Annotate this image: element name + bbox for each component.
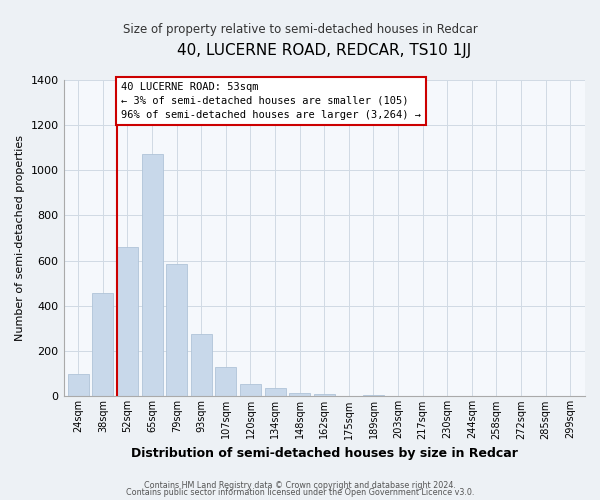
X-axis label: Distribution of semi-detached houses by size in Redcar: Distribution of semi-detached houses by … — [131, 447, 518, 460]
Bar — [314, 394, 335, 396]
Bar — [191, 334, 212, 396]
Bar — [117, 247, 138, 396]
Title: 40, LUCERNE ROAD, REDCAR, TS10 1JJ: 40, LUCERNE ROAD, REDCAR, TS10 1JJ — [177, 42, 472, 58]
Text: Contains public sector information licensed under the Open Government Licence v3: Contains public sector information licen… — [126, 488, 474, 497]
Bar — [68, 374, 89, 396]
Bar — [215, 367, 236, 396]
Bar — [92, 294, 113, 397]
Y-axis label: Number of semi-detached properties: Number of semi-detached properties — [15, 135, 25, 341]
Bar — [166, 264, 187, 396]
Bar — [142, 154, 163, 396]
Bar — [240, 384, 261, 396]
Text: Contains HM Land Registry data © Crown copyright and database right 2024.: Contains HM Land Registry data © Crown c… — [144, 480, 456, 490]
Text: 40 LUCERNE ROAD: 53sqm
← 3% of semi-detached houses are smaller (105)
96% of sem: 40 LUCERNE ROAD: 53sqm ← 3% of semi-deta… — [121, 82, 421, 120]
Bar — [289, 393, 310, 396]
Text: Size of property relative to semi-detached houses in Redcar: Size of property relative to semi-detach… — [122, 22, 478, 36]
Bar — [265, 388, 286, 396]
